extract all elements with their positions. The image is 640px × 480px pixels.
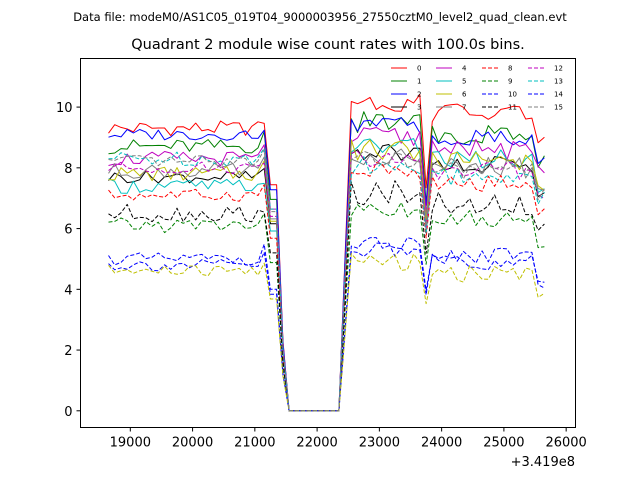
x-tick-label: 26000 xyxy=(545,436,586,451)
y-tick-label: 6 xyxy=(64,223,72,238)
legend-label: 5 xyxy=(462,78,466,86)
chart-suptitle: Data file: modeM0/AS1C05_019T04_90000039… xyxy=(73,10,567,24)
y-tick-label: 2 xyxy=(64,344,72,359)
x-axis: 19000 20000 21000 22000 23000 24000 25000 26000 xyxy=(110,427,587,451)
legend-label: 14 xyxy=(554,91,563,99)
legend-label: 9 xyxy=(508,78,512,86)
legend-label: 13 xyxy=(554,78,563,86)
axes-frame xyxy=(80,58,576,428)
legend-label: 15 xyxy=(554,104,563,112)
legend-label: 2 xyxy=(417,91,421,99)
y-axis: 0 2 4 6 8 10 xyxy=(56,101,81,420)
x-tick-label: 19000 xyxy=(110,436,151,451)
x-tick-label: 23000 xyxy=(359,436,400,451)
legend-label: 7 xyxy=(462,104,466,112)
chart-title: Quadrant 2 module wise count rates with … xyxy=(131,37,525,53)
legend-label: 3 xyxy=(417,104,421,112)
x-offset-label: +3.419e8 xyxy=(511,455,575,470)
x-tick-label: 22000 xyxy=(296,436,337,451)
y-tick-label: 8 xyxy=(64,162,72,177)
legend-label: 6 xyxy=(462,91,467,99)
y-tick-label: 4 xyxy=(64,283,72,298)
y-tick-label: 0 xyxy=(64,405,72,420)
x-tick-label: 24000 xyxy=(421,436,462,451)
legend-label: 11 xyxy=(508,104,517,112)
legend-label: 0 xyxy=(417,65,421,73)
legend-label: 1 xyxy=(417,78,421,86)
series-line xyxy=(108,149,545,412)
y-tick-label: 10 xyxy=(56,101,73,116)
legend-label: 10 xyxy=(508,91,517,99)
series-line xyxy=(108,150,545,412)
series-line xyxy=(108,242,545,412)
legend-label: 8 xyxy=(508,65,512,73)
legend-label: 12 xyxy=(554,65,563,73)
plot-area xyxy=(108,94,545,412)
x-tick-label: 25000 xyxy=(483,436,524,451)
x-tick-label: 21000 xyxy=(234,436,275,451)
legend-label: 4 xyxy=(462,65,467,73)
x-tick-label: 20000 xyxy=(172,436,213,451)
